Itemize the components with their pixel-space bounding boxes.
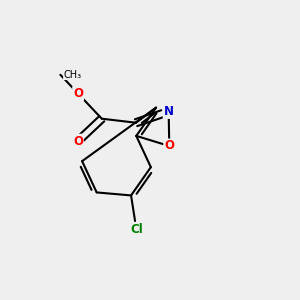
Text: O: O: [164, 140, 174, 152]
Text: O: O: [73, 135, 83, 148]
Text: O: O: [73, 87, 83, 100]
Text: Cl: Cl: [130, 223, 143, 236]
Text: CH₃: CH₃: [63, 70, 82, 80]
Text: N: N: [164, 105, 174, 118]
